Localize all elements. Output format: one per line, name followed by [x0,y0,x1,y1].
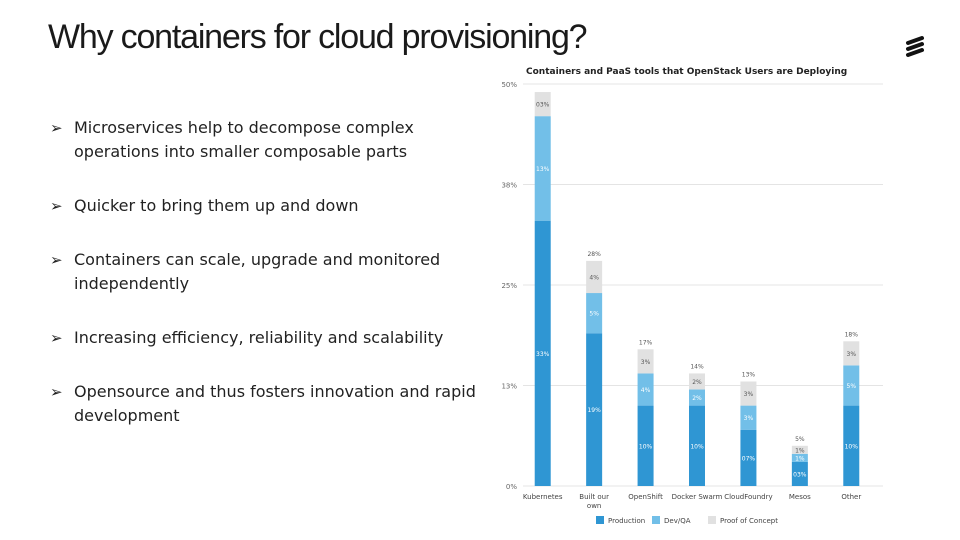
x-tick-label: OpenShift [628,493,663,501]
stacked-bar-chart: Containers and PaaS tools that OpenStack… [501,67,883,525]
data-label: 10% [639,443,653,450]
data-label: 5% [847,383,857,390]
y-tick-label: 50% [501,81,517,89]
data-label: 2% [692,395,702,402]
bullet-text: Opensource and thus fosters innovation a… [74,382,476,425]
data-label: 2% [692,379,702,386]
arrow-bullet-icon: ➢ [50,251,63,269]
data-label: 3% [744,391,754,398]
bar-segment [689,405,705,486]
bullet-text: Microservices help to decompose complex … [74,118,414,161]
legend-swatch [652,516,660,524]
bar-segment [740,381,757,406]
brand-logo-icon [906,36,924,57]
total-label: 14% [690,363,704,370]
bar-segment [843,341,860,366]
data-label: 33% [536,351,550,358]
legend-label: Dev/QA [664,517,691,525]
bullet-text: Increasing efficiency, reliability and s… [74,328,444,347]
bar-segment [586,260,603,294]
bar-segment [586,293,603,334]
bullet-item: ➢ Quicker to bring them up and down [48,194,478,218]
data-label: 03% [793,471,807,478]
data-label: 07% [742,455,756,462]
bar-segment [689,373,705,390]
legend-label: Proof of Concept [720,517,778,525]
bullet-item: ➢ Increasing efficiency, reliability and… [48,326,478,350]
bullet-item: ➢ Microservices help to decompose comple… [48,116,478,164]
data-label: 1% [795,447,805,454]
data-label: 3% [847,351,857,358]
total-label: 13% [742,371,756,378]
bar-segment [534,92,551,117]
bar-segment [791,461,808,486]
arrow-bullet-icon: ➢ [50,329,63,347]
bullet-list: ➢ Microservices help to decompose comple… [48,116,478,428]
arrow-bullet-icon: ➢ [50,119,63,137]
slide-title: Why containers for cloud provisioning? [48,18,588,56]
total-label: 17% [639,339,653,346]
bullet-item: ➢ Opensource and thus fosters innovation… [48,380,478,428]
bar-segment [534,220,551,486]
arrow-bullet-icon: ➢ [50,383,63,401]
bar-segment [637,373,654,406]
y-tick-label: 0% [506,483,517,491]
total-label: 28% [587,251,601,258]
y-tick-label: 38% [501,182,517,190]
arrow-bullet-icon: ➢ [50,197,63,215]
bar-segment [586,333,603,486]
bar-segment [637,405,654,486]
data-label: 10% [845,443,859,450]
bullet-text: Quicker to bring them up and down [74,196,359,215]
bullet-text: Containers can scale, upgrade and monito… [74,250,441,293]
legend-label: Production [608,517,645,525]
x-tick-label: own [587,502,601,510]
y-tick-label: 13% [501,383,517,391]
x-tick-label: Built our [579,493,609,501]
data-label: 3% [641,359,651,366]
data-label: 3% [744,415,754,422]
x-tick-label: Other [841,493,861,501]
data-label: 13% [536,166,550,173]
legend-swatch [708,516,716,524]
total-label: 5% [795,436,805,443]
data-label: 03% [536,102,550,109]
chart-title: Containers and PaaS tools that OpenStack… [526,67,847,77]
legend-swatch [596,516,604,524]
data-label: 19% [587,407,601,414]
x-tick-label: Kubernetes [523,493,563,501]
bar-segment [637,349,654,374]
data-label: 4% [641,387,651,394]
bar-segment [843,365,860,406]
bullet-item: ➢ Containers can scale, upgrade and moni… [48,248,478,296]
bar-segment [791,453,808,462]
total-label: 18% [845,331,859,338]
x-tick-label: Mesos [789,493,811,501]
x-tick-label: CloudFoundry [724,493,772,501]
data-label: 4% [589,274,599,281]
x-tick-label: Docker Swarm [672,493,723,501]
bar-segment [740,429,757,486]
bar-segment [534,116,551,221]
data-label: 5% [589,311,599,318]
bar-segment [791,445,808,454]
data-label: 10% [690,443,704,450]
chart: Containers and PaaS tools that OpenStack… [495,62,890,534]
bar-segment [689,389,705,406]
data-label: 1% [795,455,805,462]
bar-segment [843,405,860,486]
bar-segment [740,405,757,430]
y-tick-label: 25% [501,282,517,290]
